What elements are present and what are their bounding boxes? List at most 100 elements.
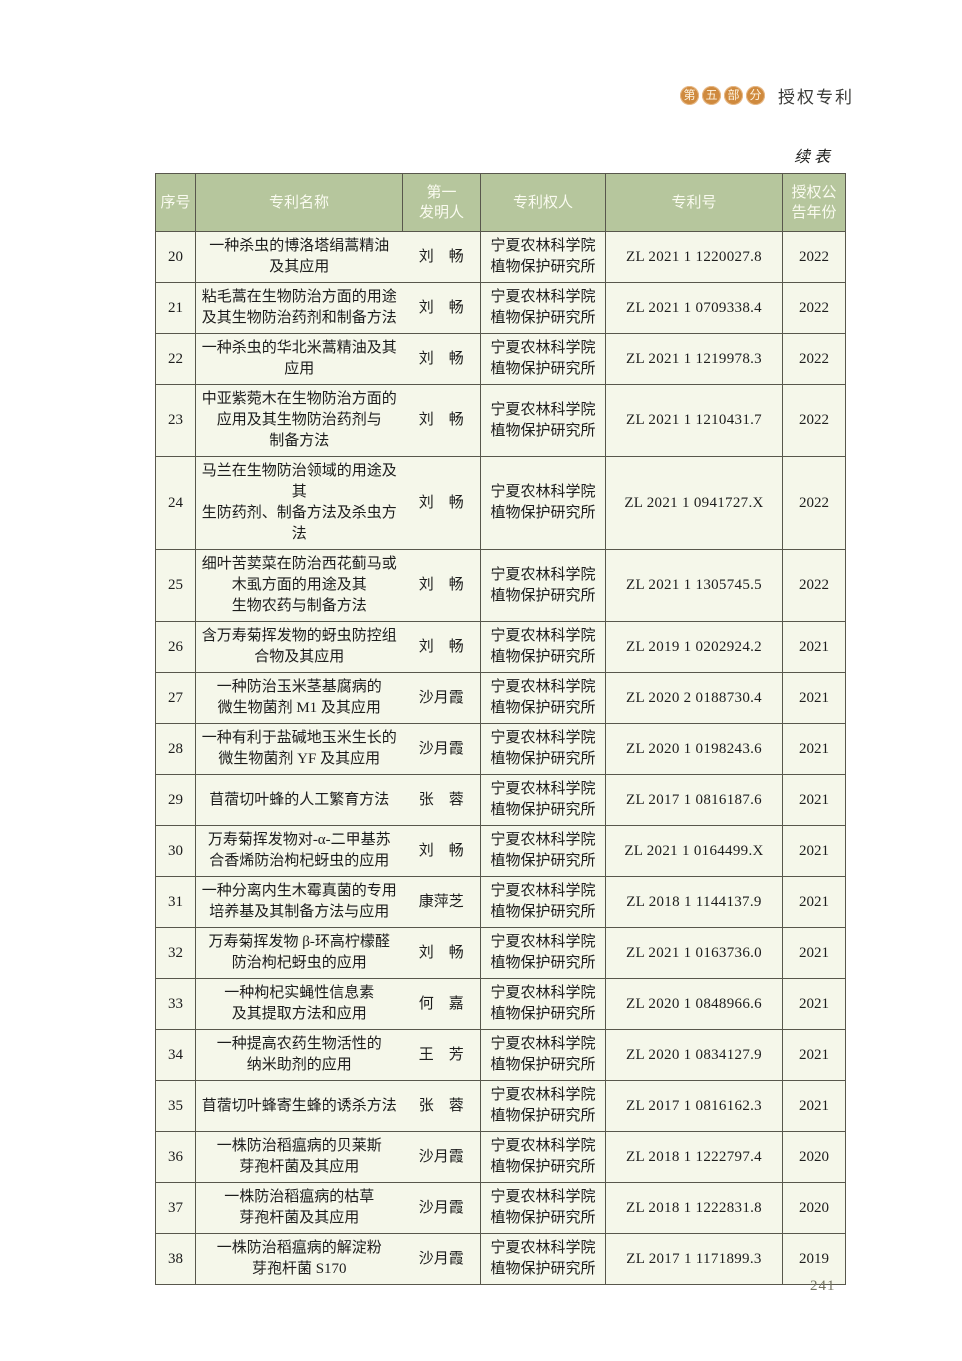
cell-serial-number: 20 [155,231,196,283]
cell-patent-number: ZL 2021 1 1210431.7 [605,384,783,457]
cell-serial-number: 32 [155,927,196,979]
cell-first-inventor: 张 蓉 [402,1080,481,1132]
cell-grant-year: 2021 [782,672,846,724]
page-number: 241 [810,1278,836,1294]
cell-serial-number: 27 [155,672,196,724]
cell-grant-year: 2021 [782,825,846,877]
cell-grant-year: 2022 [782,231,846,283]
cell-patent-owner: 宁夏农林科学院 植物保护研究所 [480,333,606,385]
cell-patent-number: ZL 2021 1 1305745.5 [605,549,783,622]
cell-serial-number: 33 [155,978,196,1030]
cell-grant-year: 2021 [782,774,846,826]
cell-patent-name: 一种枸杞实蝇性信息素 及其提取方法和应用 [195,978,403,1030]
cell-patent-number: ZL 2021 1 1219978.3 [605,333,783,385]
cell-patent-owner: 宁夏农林科学院 植物保护研究所 [480,1182,606,1234]
table-body: 20 一种杀虫的博洛塔绢蒿精油 及其应用刘 畅宁夏农林科学院 植物保护研究所 ZL 20… [155,231,846,1285]
cell-first-inventor: 沙月霞 [402,723,481,775]
cell-patent-owner: 宁夏农林科学院 植物保护研究所 [480,927,606,979]
cell-first-inventor: 沙月霞 [402,672,481,724]
cell-serial-number: 23 [155,384,196,457]
column-header-patent_no: 专利号 [605,173,783,232]
cell-patent-number: ZL 2018 1 1222797.4 [605,1131,783,1183]
cell-patent-name: 中亚紫菀木在生物防治方面的 应用及其生物防治药剂与 制备方法 [195,384,403,457]
cell-serial-number: 37 [155,1182,196,1234]
column-header-year: 授权公 告年份 [782,173,846,232]
cell-patent-number: ZL 2017 1 0816187.6 [605,774,783,826]
cell-grant-year: 2019 [782,1233,846,1285]
cell-first-inventor: 康萍芝 [402,876,481,928]
table-row: 36 一株防治稻瘟病的贝莱斯 芽孢杆菌及其应用 沙月霞 宁夏农林科学院 植物保护研究所 ZL… [155,1131,846,1183]
cell-grant-year: 2022 [782,456,846,550]
table-row: 28 一种有利于盐碱地玉米生长的 微生物菌剂 YF 及其应用 沙月霞 宁夏农林科学院 植物… [155,723,846,775]
table-row: 34 一种提高农药生物活性的 纳米助剂的应用王 芳宁夏农林科学院 植物保护研究所 ZL … [155,1029,846,1081]
cell-serial-number: 28 [155,723,196,775]
table-row: 20 一种杀虫的博洛塔绢蒿精油 及其应用刘 畅宁夏农林科学院 植物保护研究所 ZL 20… [155,231,846,283]
table-row: 38 一株防治稻瘟病的解淀粉 芽孢杆菌 S170 沙月霞 宁夏农林科学院 植物保护研究所 Z… [155,1233,846,1285]
cell-patent-owner: 宁夏农林科学院 植物保护研究所 [480,1080,606,1132]
cell-serial-number: 26 [155,621,196,673]
cell-patent-name: 万寿菊挥发物 β-环高柠檬醛 防治枸杞蚜虫的应用 [195,927,403,979]
cell-patent-name: 一种提高农药生物活性的 纳米助剂的应用 [195,1029,403,1081]
cell-patent-name: 一株防治稻瘟病的解淀粉 芽孢杆菌 S170 [195,1233,403,1285]
cell-first-inventor: 沙月霞 [402,1182,481,1234]
cell-patent-owner: 宁夏农林科学院 植物保护研究所 [480,825,606,877]
part-badge-char: 五 [702,86,721,105]
cell-patent-owner: 宁夏农林科学院 植物保护研究所 [480,549,606,622]
patent-table: 序号 专利名称 第一 发明人 专利权人 专利号 授权公 告年份 20 一种杀虫的博洛塔绢蒿精油及… [155,173,846,1285]
part-badge-char: 第 [680,86,699,105]
cell-patent-owner: 宁夏农林科学院 植物保护研究所 [480,672,606,724]
cell-serial-number: 21 [155,282,196,334]
cell-patent-owner: 宁夏农林科学院 植物保护研究所 [480,723,606,775]
cell-first-inventor: 何 嘉 [402,978,481,1030]
cell-patent-name: 一种杀虫的博洛塔绢蒿精油 及其应用 [195,231,403,283]
cell-patent-name: 苜蓿切叶蜂的人工繁育方法 [195,774,403,826]
cell-patent-number: ZL 2020 1 0848966.6 [605,978,783,1030]
cell-grant-year: 2021 [782,1080,846,1132]
cell-serial-number: 31 [155,876,196,928]
cell-patent-number: ZL 2019 1 0202924.2 [605,621,783,673]
cell-first-inventor: 刘 畅 [402,282,481,334]
cell-patent-name: 含万寿菊挥发物的蚜虫防控组 合物及其应用 [195,621,403,673]
cell-patent-name: 马兰在生物防治领域的用途及其 生防药剂、制备方法及杀虫方法 [195,456,403,550]
cell-patent-owner: 宁夏农林科学院 植物保护研究所 [480,774,606,826]
cell-patent-number: ZL 2017 1 0816162.3 [605,1080,783,1132]
cell-serial-number: 34 [155,1029,196,1081]
cell-serial-number: 24 [155,456,196,550]
table-row: 35 苜蓿切叶蜂寄生蜂的诱杀方法张 蓉宁夏农林科学院 植物保护研究所 ZL 2017 … [155,1080,846,1132]
cell-patent-number: ZL 2018 1 1144137.9 [605,876,783,928]
cell-grant-year: 2021 [782,723,846,775]
page-header: 第五部分 授权专利 [680,83,854,108]
cell-patent-owner: 宁夏农林科学院 植物保护研究所 [480,282,606,334]
cell-serial-number: 38 [155,1233,196,1285]
cell-first-inventor: 刘 畅 [402,621,481,673]
cell-patent-owner: 宁夏农林科学院 植物保护研究所 [480,384,606,457]
cell-patent-name: 细叶苦荬菜在防治西花蓟马或 木虱方面的用途及其 生物农药与制备方法 [195,549,403,622]
cell-patent-owner: 宁夏农林科学院 植物保护研究所 [480,621,606,673]
column-header-no: 序号 [155,173,196,232]
cell-serial-number: 25 [155,549,196,622]
section-title: 授权专利 [778,88,854,107]
table-row: 33 一种枸杞实蝇性信息素 及其提取方法和应用何 嘉宁夏农林科学院 植物保护研究所 ZL… [155,978,846,1030]
cell-first-inventor: 刘 畅 [402,333,481,385]
cell-patent-owner: 宁夏农林科学院 植物保护研究所 [480,231,606,283]
cell-serial-number: 35 [155,1080,196,1132]
cell-patent-owner: 宁夏农林科学院 植物保护研究所 [480,1029,606,1081]
table-row: 37 一株防治稻瘟病的枯草 芽孢杆菌及其应用 沙月霞 宁夏农林科学院 植物保护研究所 ZL … [155,1182,846,1234]
part-badge-char: 部 [724,86,743,105]
cell-grant-year: 2022 [782,333,846,385]
cell-patent-owner: 宁夏农林科学院 植物保护研究所 [480,456,606,550]
cell-patent-number: ZL 2018 1 1222831.8 [605,1182,783,1234]
table-row: 24 马兰在生物防治领域的用途及其 生防药剂、制备方法及杀虫方法刘 畅宁夏农林科学院… [155,456,846,550]
cell-patent-owner: 宁夏农林科学院 植物保护研究所 [480,1233,606,1285]
table-row: 27 一种防治玉米茎基腐病的 微生物菌剂 M1 及其应用 沙月霞 宁夏农林科学院 植物保护… [155,672,846,724]
part-badge-char: 分 [746,86,765,105]
cell-first-inventor: 张 蓉 [402,774,481,826]
table-row: 32 万寿菊挥发物 β-环高柠檬醛 防治枸杞蚜虫的应用刘 畅宁夏农林科学院 植物保护研… [155,927,846,979]
cell-patent-name: 粘毛蒿在生物防治方面的用途 及其生物防治药剂和制备方法 [195,282,403,334]
table-row: 29 苜蓿切叶蜂的人工繁育方法张 蓉宁夏农林科学院 植物保护研究所 ZL 2017 1… [155,774,846,826]
cell-patent-name: 一种防治玉米茎基腐病的 微生物菌剂 M1 及其应用 [195,672,403,724]
continued-table-label: 续表 [793,149,834,166]
cell-first-inventor: 刘 畅 [402,456,481,550]
cell-first-inventor: 沙月霞 [402,1233,481,1285]
cell-serial-number: 30 [155,825,196,877]
